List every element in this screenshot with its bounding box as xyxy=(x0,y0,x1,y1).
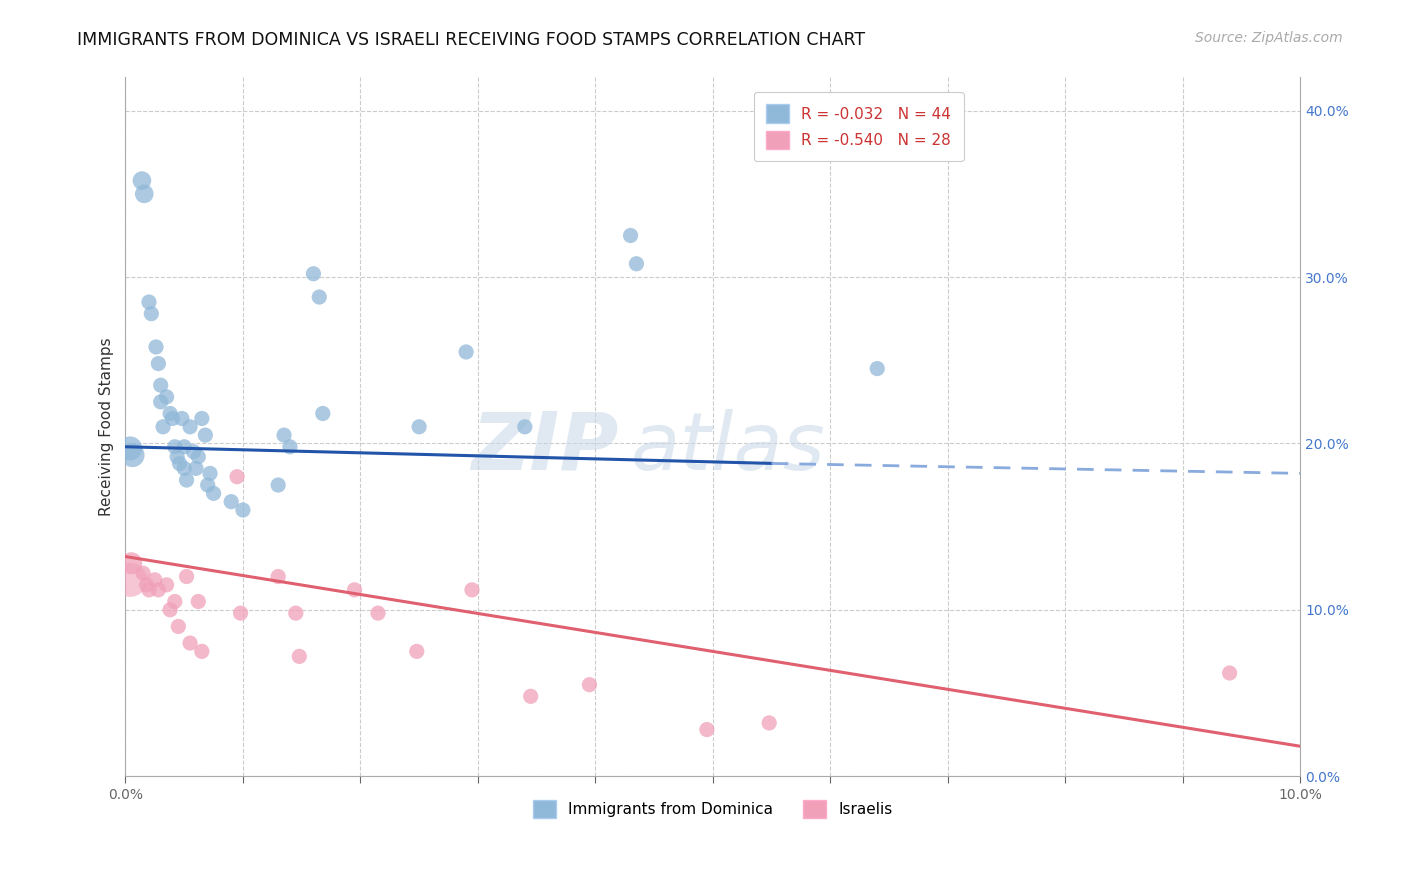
Text: IMMIGRANTS FROM DOMINICA VS ISRAELI RECEIVING FOOD STAMPS CORRELATION CHART: IMMIGRANTS FROM DOMINICA VS ISRAELI RECE… xyxy=(77,31,866,49)
Point xyxy=(408,419,430,434)
Point xyxy=(138,582,160,597)
Point xyxy=(120,556,142,570)
Point xyxy=(155,578,177,592)
Point xyxy=(184,461,207,475)
Point xyxy=(176,569,198,583)
Point xyxy=(513,419,536,434)
Point xyxy=(159,407,181,421)
Point xyxy=(191,411,214,425)
Legend: Immigrants from Dominica, Israelis: Immigrants from Dominica, Israelis xyxy=(527,794,898,824)
Point xyxy=(187,594,209,608)
Point xyxy=(173,440,195,454)
Point xyxy=(135,578,157,592)
Point xyxy=(170,411,193,425)
Point xyxy=(267,569,290,583)
Point xyxy=(166,450,188,464)
Point xyxy=(461,582,484,597)
Point xyxy=(405,644,427,658)
Point xyxy=(232,503,254,517)
Point xyxy=(163,440,186,454)
Point xyxy=(198,467,221,481)
Point xyxy=(120,573,142,587)
Point xyxy=(159,603,181,617)
Point xyxy=(758,715,780,730)
Point xyxy=(273,428,295,442)
Text: atlas: atlas xyxy=(630,409,825,487)
Point xyxy=(138,295,160,310)
Point xyxy=(143,573,166,587)
Point xyxy=(191,644,214,658)
Text: ZIP: ZIP xyxy=(471,409,619,487)
Point xyxy=(308,290,330,304)
Point xyxy=(145,340,167,354)
Point xyxy=(312,407,335,421)
Point xyxy=(229,606,252,620)
Point xyxy=(284,606,307,620)
Point xyxy=(183,444,205,458)
Y-axis label: Receiving Food Stamps: Receiving Food Stamps xyxy=(100,337,114,516)
Point xyxy=(141,307,163,321)
Point xyxy=(152,419,174,434)
Point xyxy=(696,723,718,737)
Point xyxy=(1219,666,1241,681)
Point xyxy=(173,461,195,475)
Point xyxy=(219,494,242,508)
Point xyxy=(132,566,155,581)
Point xyxy=(148,357,170,371)
Point xyxy=(134,186,156,201)
Point xyxy=(456,345,478,359)
Point xyxy=(202,486,225,500)
Point xyxy=(148,582,170,597)
Point xyxy=(226,469,249,483)
Point xyxy=(619,228,641,243)
Point xyxy=(278,440,301,454)
Point xyxy=(187,450,209,464)
Point xyxy=(121,448,143,462)
Point xyxy=(149,395,172,409)
Point xyxy=(131,173,153,187)
Point xyxy=(343,582,366,597)
Point xyxy=(155,390,177,404)
Point xyxy=(167,619,190,633)
Point xyxy=(120,442,142,456)
Point xyxy=(302,267,325,281)
Point xyxy=(267,478,290,492)
Point xyxy=(176,473,198,487)
Point xyxy=(179,636,201,650)
Point xyxy=(169,457,191,471)
Point xyxy=(197,478,219,492)
Point xyxy=(179,419,201,434)
Text: Source: ZipAtlas.com: Source: ZipAtlas.com xyxy=(1195,31,1343,45)
Point xyxy=(149,378,172,392)
Point xyxy=(288,649,311,664)
Point xyxy=(194,428,217,442)
Point xyxy=(578,678,600,692)
Point xyxy=(367,606,389,620)
Point xyxy=(866,361,889,376)
Point xyxy=(162,411,184,425)
Point xyxy=(519,690,541,704)
Point xyxy=(626,257,648,271)
Point xyxy=(163,594,186,608)
